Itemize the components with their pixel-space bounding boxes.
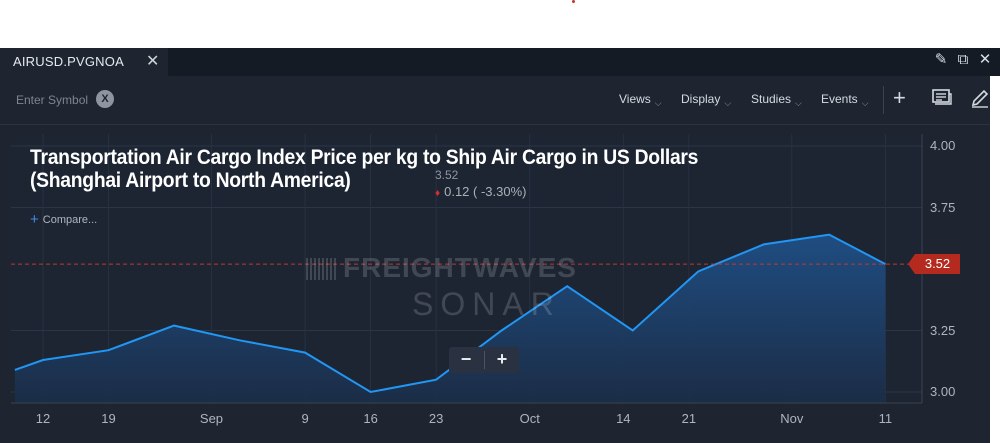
display-menu[interactable]: Display ⌵ — [681, 92, 732, 108]
x-tick-label: Nov — [780, 411, 804, 426]
plus-icon: + — [30, 211, 39, 228]
compare-button[interactable]: + Compare... — [30, 210, 98, 228]
price-change-value: 0.12 ( -3.30%) — [444, 184, 527, 199]
chart-title-line2: (Shanghai Airport to North America) — [30, 169, 351, 192]
edit-icon[interactable]: ✎ — [934, 51, 948, 68]
tab-airusd[interactable]: AIRUSD.PVGNOA ✕ — [0, 48, 168, 76]
chart-title: Transportation Air Cargo Index Price per… — [30, 146, 830, 192]
down-arrow-icon: ♦ — [435, 188, 441, 199]
chevron-down-icon: ⌵ — [724, 98, 732, 108]
studies-menu-label: Studies — [751, 92, 792, 106]
popout-icon[interactable]: ⧉ — [957, 51, 969, 68]
y-tick-label: 4.00 — [930, 138, 956, 153]
add-icon[interactable]: + — [893, 85, 906, 110]
x-tick-label: 14 — [616, 411, 631, 426]
tab-bar: AIRUSD.PVGNOA ✕ ✎ ⧉ ✕ — [0, 48, 1000, 76]
price-line — [14, 233, 886, 394]
right-margin — [990, 76, 1000, 443]
x-tick-label: Oct — [519, 411, 540, 426]
price-area — [14, 234, 886, 403]
watermark-logo-icon — [306, 258, 336, 280]
watermark-subtext: SONAR — [412, 286, 561, 322]
price-change: ♦ 0.12 ( -3.30%) — [435, 184, 526, 199]
toolbar-divider — [883, 86, 884, 114]
events-menu[interactable]: Events ⌵ — [821, 92, 869, 108]
chevron-down-icon: ⌵ — [654, 98, 662, 108]
x-tick-label: 21 — [681, 411, 697, 426]
studies-menu[interactable]: Studies ⌵ — [751, 92, 802, 108]
tab-label: AIRUSD.PVGNOA — [13, 54, 124, 69]
y-tick-label: 3.75 — [930, 199, 956, 215]
display-menu-label: Display — [681, 92, 721, 106]
y-tick-label: 3.25 — [930, 322, 956, 338]
compare-label: Compare... — [42, 214, 98, 226]
pencil-icon[interactable] — [970, 88, 990, 114]
tab-close-icon[interactable]: ✕ — [146, 53, 160, 70]
current-price-label: 3.52 — [908, 254, 960, 275]
last-price: 3.52 — [435, 168, 459, 182]
news-icon[interactable] — [932, 88, 952, 112]
x-tick-label: 9 — [301, 411, 309, 426]
events-menu-label: Events — [821, 92, 858, 106]
chart-title-line1: Transportation Air Cargo Index Price per… — [30, 146, 699, 169]
top-margin — [0, 0, 1000, 48]
watermark-text: FREIGHTWAVES — [343, 252, 577, 283]
x-tick-label: Sep — [199, 411, 224, 426]
window-controls: ✎ ⧉ ✕ — [930, 50, 996, 72]
symbol-clear-button[interactable]: X — [96, 90, 114, 108]
x-tick-label: 12 — [35, 411, 51, 426]
y-tick-label: 3.00 — [930, 384, 956, 399]
views-menu-label: Views — [619, 92, 651, 106]
zoom-in-button[interactable]: + — [496, 349, 508, 369]
zoom-out-button[interactable]: − — [460, 349, 472, 369]
chevron-down-icon: ⌵ — [795, 98, 802, 108]
x-tick-label: 19 — [101, 411, 116, 426]
toolbar: X Views⌵ Display⌵ Studies⌵ Events⌵ + — [0, 76, 1000, 125]
marker-dot — [572, 0, 575, 3]
symbol-input[interactable] — [16, 91, 92, 109]
zoom-divider — [484, 351, 485, 369]
x-tick-label: 11 — [878, 411, 893, 426]
chevron-down-icon: ⌵ — [861, 98, 869, 108]
zoom-controls: − + — [449, 347, 519, 373]
x-tick-label: 16 — [363, 411, 378, 426]
x-tick-label: 23 — [428, 411, 444, 426]
close-icon[interactable]: ✕ — [978, 51, 992, 68]
views-menu[interactable]: Views ⌵ — [619, 92, 662, 108]
